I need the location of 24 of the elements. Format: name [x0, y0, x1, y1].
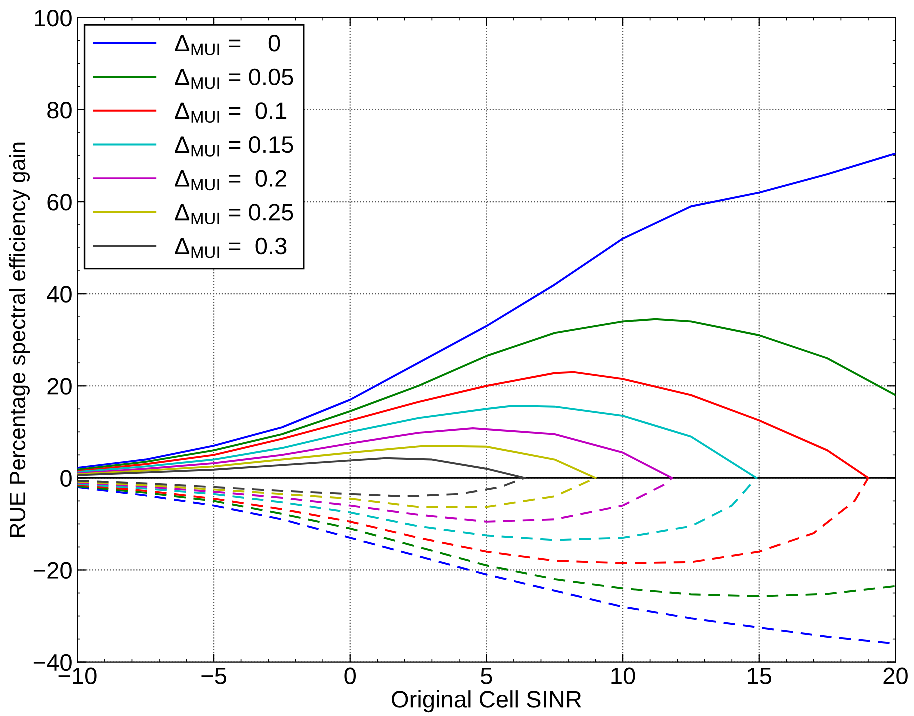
legend-label: Δ$_{MUI}$ = 0	[175, 35, 280, 56]
y-tick-label: 100	[35, 10, 72, 27]
x-tick-label: 20	[884, 668, 908, 685]
legend-label: Δ$_{MUI}$ = 0.05	[175, 68, 294, 90]
x-tick-label: 5	[481, 668, 492, 685]
legend-label: Δ$_{MUI}$ = 0.15	[175, 136, 294, 157]
legend-label: Δ$_{MUI}$ = 0.1	[175, 102, 287, 124]
legend-label: Δ$_{MUI}$ = 0.25	[175, 204, 294, 224]
y-tick-label: 80	[48, 102, 72, 119]
line-series	[78, 485, 896, 598]
legend-label: Δ$_{MUI}$ = 0.3	[175, 238, 287, 258]
x-tick-label: 15	[748, 668, 772, 685]
x-tick-label: 10	[612, 668, 636, 685]
y-tick-label: 20	[48, 378, 72, 395]
x-tick-label: −5	[202, 668, 226, 685]
legend-label: Δ$_{MUI}$ = 0.2	[175, 170, 287, 191]
y-tick-label: 40	[47, 286, 72, 303]
y-tick-label: 60	[48, 194, 72, 211]
x-tick-label: 0	[344, 668, 356, 685]
line-series	[78, 318, 896, 471]
y-axis-title: RUE Percentage spectral efficiency gain	[9, 142, 30, 537]
y-tick-label: −20	[34, 562, 72, 580]
y-tick-label: 0	[60, 470, 72, 487]
x-axis-title: Original Cell SINR	[392, 690, 582, 713]
